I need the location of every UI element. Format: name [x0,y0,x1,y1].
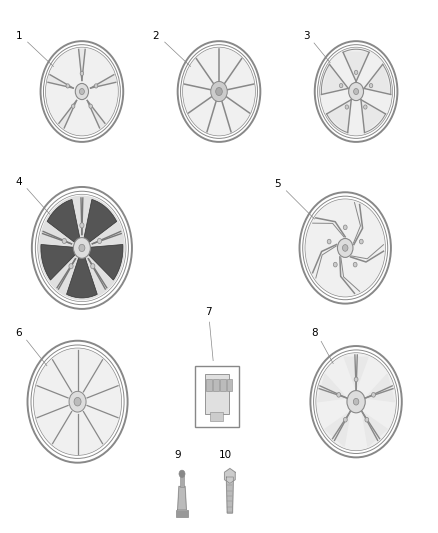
Circle shape [89,104,92,108]
Circle shape [39,196,125,301]
Bar [206,379,212,391]
Wedge shape [67,248,97,298]
Circle shape [79,88,85,94]
Polygon shape [361,100,385,133]
Circle shape [339,84,343,88]
Circle shape [343,225,347,230]
Circle shape [79,244,85,252]
Circle shape [179,470,185,478]
Text: 1: 1 [15,31,22,41]
Circle shape [74,238,90,259]
Circle shape [215,87,223,95]
Text: 3: 3 [303,31,309,41]
Circle shape [337,238,353,257]
Text: 10: 10 [219,450,232,460]
Text: 5: 5 [275,179,281,189]
Circle shape [359,239,363,244]
Wedge shape [82,245,123,280]
Circle shape [364,105,367,109]
Circle shape [353,262,357,267]
Polygon shape [344,357,368,390]
Text: 2: 2 [152,31,159,41]
Polygon shape [226,477,233,513]
Circle shape [316,353,396,450]
Circle shape [365,417,369,422]
Text: 4: 4 [15,176,22,187]
Circle shape [337,392,341,397]
Circle shape [74,398,81,406]
Polygon shape [321,64,348,94]
Text: 7: 7 [205,306,212,317]
Polygon shape [318,374,346,402]
Circle shape [211,82,227,102]
Circle shape [34,349,121,455]
Circle shape [94,84,98,88]
Circle shape [347,391,365,413]
Wedge shape [47,199,82,248]
Text: 8: 8 [311,328,318,338]
Circle shape [343,245,348,251]
Circle shape [183,48,255,135]
Circle shape [353,398,359,405]
Bar [213,379,219,391]
Polygon shape [48,75,73,88]
Polygon shape [325,411,350,446]
Circle shape [343,417,347,422]
Circle shape [354,377,358,382]
Polygon shape [327,100,351,133]
Circle shape [80,71,84,76]
Circle shape [46,48,118,135]
Circle shape [353,88,359,94]
Circle shape [69,264,73,269]
Circle shape [97,238,102,244]
Text: 6: 6 [15,328,22,338]
Bar [227,379,233,391]
Circle shape [320,48,392,135]
Bar [180,475,184,487]
Polygon shape [225,469,235,483]
Polygon shape [364,64,391,94]
Bar [205,374,229,414]
Polygon shape [343,52,369,82]
Circle shape [354,70,358,75]
Polygon shape [59,101,77,128]
Circle shape [349,83,364,101]
Polygon shape [91,75,116,88]
Bar [210,412,223,421]
Polygon shape [87,101,105,128]
Wedge shape [41,245,82,280]
Bar [176,510,188,518]
Circle shape [75,84,88,100]
Circle shape [69,391,86,412]
Polygon shape [79,50,85,80]
Circle shape [371,392,375,397]
Polygon shape [178,487,186,510]
Wedge shape [82,199,117,248]
Polygon shape [366,374,395,402]
Circle shape [71,104,75,108]
Circle shape [345,105,349,109]
Circle shape [66,84,70,88]
Circle shape [62,238,67,244]
Polygon shape [362,411,387,446]
Circle shape [333,262,337,267]
Circle shape [327,239,331,244]
Circle shape [80,223,84,228]
Bar [220,379,226,391]
Text: 9: 9 [174,450,181,460]
Circle shape [369,84,373,88]
Circle shape [305,199,385,296]
Circle shape [91,264,95,269]
